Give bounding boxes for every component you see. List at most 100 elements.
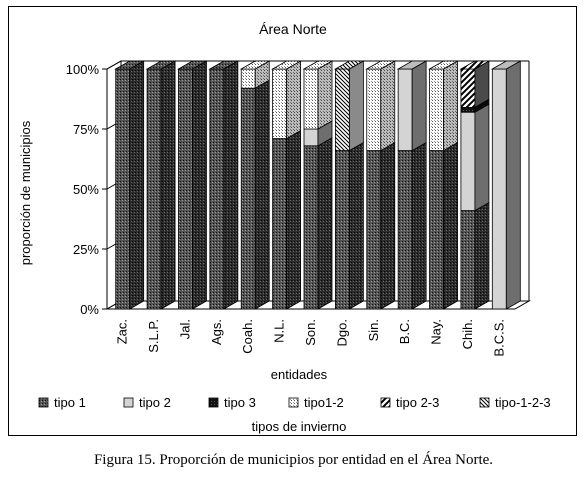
bar-segment-n-l-tipo-1-side [286, 129, 302, 310]
y-tick-label: 0% [80, 302, 99, 317]
chart-svg: Área Norte proporción de municipios enti… [18, 21, 551, 434]
bar-segment-b-c-tipo-1-side [411, 141, 427, 310]
bar-top-son [302, 60, 334, 70]
bar-ags [208, 60, 240, 310]
legend-swatch-tipo-1-2-3 [479, 397, 490, 408]
x-tick-label-jal: Jal. [177, 319, 192, 339]
bar-s-l-p [145, 60, 177, 310]
bar-segment-n-l-tipo1-2 [272, 68, 288, 139]
legend-swatch-tipo-3 [208, 397, 219, 408]
bar-top-jal [176, 60, 208, 70]
bar-top-chih [459, 60, 491, 70]
bar-coah [239, 60, 271, 310]
bar-segment-chih-tipo-2-side [474, 103, 490, 212]
bar-segment-jal-tipo-1-side [192, 60, 207, 310]
legend-swatch-tipo1-2 [288, 397, 299, 408]
legend-label-tipo-1: tipo 1 [54, 395, 86, 410]
bar-segment-son-tipo-2 [303, 128, 319, 147]
x-tick-label-chih: Chih. [460, 319, 475, 349]
bar-chih [459, 60, 491, 310]
bar-segment-s-l-p-tipo-1 [146, 68, 162, 310]
bar-segment-dgo-tipo-1-2-3-side [348, 60, 364, 152]
y-tick-label: 25% [73, 242, 99, 257]
figure-caption: Figura 15. Proporción de municipios por … [93, 452, 494, 468]
bar-segment-sin-tipo-1-side [380, 141, 396, 310]
bar-segment-dgo-tipo-1-2-3 [334, 68, 350, 151]
legend-swatch-tipo-1 [38, 397, 49, 408]
bar-segment-n-l-tipo-1 [272, 138, 288, 310]
bar-segment-son-tipo-1-side [317, 137, 333, 310]
bar-n-l [271, 60, 303, 310]
bar-segment-sin-tipo1-2 [366, 68, 382, 151]
y-tick-label: 75% [73, 122, 99, 137]
bars-layer [114, 60, 522, 310]
x-tick-label-coah: Coah. [240, 319, 255, 354]
bar-segment-coah-tipo1-2 [240, 68, 256, 89]
bar-segment-chih-tipo-1-side [474, 201, 490, 310]
bar-segment-zac-tipo-1 [115, 68, 131, 310]
x-tick-label-nay: Nay. [429, 319, 444, 345]
bar-segment-son-tipo1-2-side [317, 60, 333, 130]
x-tick-label-dgo: Dgo. [334, 319, 349, 346]
bar-segment-b-c-tipo-2 [397, 68, 413, 151]
bar-jal [176, 60, 208, 310]
bar-segment-son-tipo1-2 [303, 68, 319, 130]
x-tick-label-ags: Ags. [209, 319, 224, 345]
bar-top-sin [365, 60, 397, 70]
x-tick-label-s-l-p: S.L.P. [146, 319, 161, 353]
y-tick-depth [106, 60, 122, 70]
legend-label-tipo-1-2-3: tipo-1-2-3 [495, 395, 551, 410]
bar-segment-chih-tipo-2 [460, 111, 476, 211]
bar-segment-dgo-tipo-1-side [348, 141, 364, 310]
bar-segment-coah-tipo-1 [240, 87, 256, 310]
y-tick-label: 50% [73, 182, 99, 197]
bar-top-b-c-s [490, 60, 522, 70]
bar-segment-nay-tipo1-2-side [443, 60, 458, 152]
legend-label-tipo1-2: tipo1-2 [304, 395, 344, 410]
x-axis-label: entidades [271, 367, 328, 382]
x-tick-label-son: Son. [303, 319, 318, 346]
bar-top-coah [239, 60, 271, 70]
bar-segment-ags-tipo-1-side [223, 60, 239, 310]
bar-top-ags [208, 60, 240, 70]
bar-b-c [396, 60, 428, 310]
bar-segment-chih-tipo-2-3 [460, 68, 476, 108]
bar-segment-sin-tipo-1 [366, 150, 382, 310]
x-tick-label-zac: Zac. [115, 319, 130, 344]
bar-top-n-l [271, 60, 303, 70]
legend-label-tipo-3: tipo 3 [224, 395, 256, 410]
legend-swatch-tipo-2 [123, 397, 134, 408]
bar-segment-b-c-tipo-1 [397, 150, 413, 310]
bar-top-nay [428, 60, 460, 70]
bar-segment-sin-tipo1-2-side [380, 60, 396, 152]
y-tick-labels: 0% 25% 50% 75% 100% [66, 60, 122, 317]
bar-segment-nay-tipo-1-side [443, 141, 458, 310]
bar-segment-coah-tipo-1-side [254, 79, 270, 310]
bar-segment-dgo-tipo-1 [334, 150, 350, 310]
y-axis-label: proporción de municipios [18, 120, 33, 265]
bar-segment-jal-tipo-1 [178, 68, 193, 310]
bar-segment-n-l-tipo1-2-side [286, 60, 302, 140]
x-tick-label-sin: Sin. [366, 319, 381, 341]
bar-top-s-l-p [145, 60, 177, 70]
bar-zac [114, 60, 146, 310]
legend: tipo 1 tipo 2 tipo 3 tipo1-2 tipo 2-3 tipo-1-… [38, 395, 551, 410]
x-tick-label-n-l: N.L. [272, 319, 287, 343]
bar-segment-chih-tipo-3 [460, 107, 476, 113]
bar-nay [428, 60, 460, 310]
legend-label-tipo-2: tipo 2 [139, 395, 171, 410]
bar-segment-nay-tipo1-2 [429, 68, 444, 151]
chart-frame: Área Norte proporción de municipios enti… [8, 6, 577, 436]
bar-son [302, 60, 334, 310]
bar-dgo [333, 60, 365, 310]
bar-segment-b-c-tipo-2-side [411, 60, 427, 152]
bar-sin [365, 60, 397, 310]
bar-top-b-c [396, 60, 428, 70]
bar-b-c-s [490, 60, 522, 310]
bar-top-zac [114, 60, 146, 70]
chart-title: Área Norte [259, 21, 327, 37]
bar-segment-zac-tipo-1-side [129, 60, 145, 310]
legend-label-tipo-2-3: tipo 2-3 [396, 395, 439, 410]
legend-swatch-tipo-2-3 [380, 397, 391, 408]
x-tick-label-b-c-s: B.C.S. [491, 319, 506, 357]
